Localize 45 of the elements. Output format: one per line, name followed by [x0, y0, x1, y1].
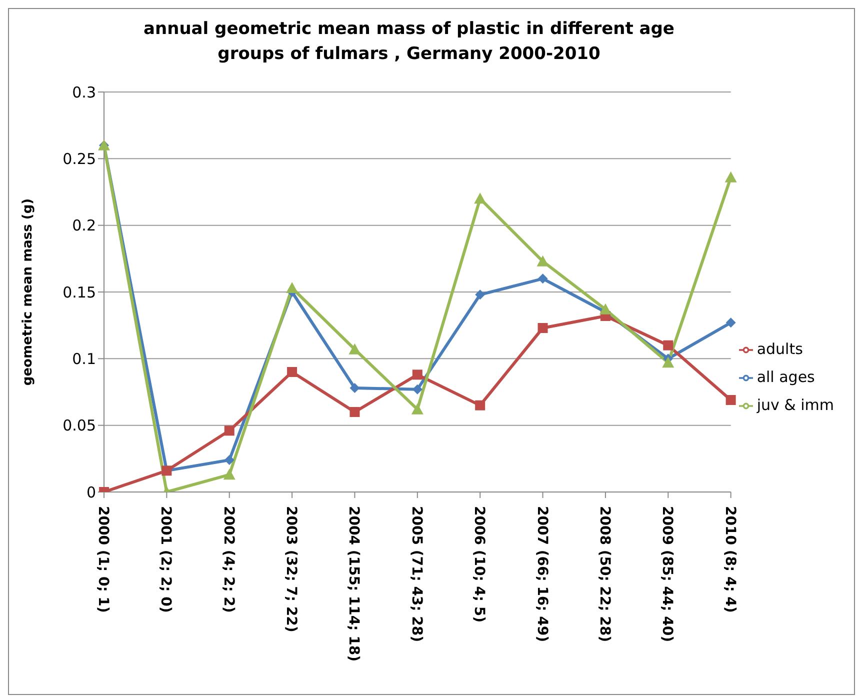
y-tick-label: 0.1 [72, 350, 96, 368]
x-tick-label: 2006 (10; 4; 5) [471, 506, 488, 623]
chart-title: annual geometric mean mass of plastic in different age groups of fulmars , Germany 2000-2010 [142, 18, 676, 66]
point [474, 192, 486, 204]
x-tick-label: 2009 (85; 44; 40) [659, 506, 676, 642]
legend-label: adults [756, 340, 803, 358]
point [599, 303, 612, 314]
legend-label: juv & imm [756, 396, 834, 414]
x-tick-label: 2007 (66; 16; 49) [534, 506, 550, 642]
y-tick-label: 0 [86, 483, 96, 502]
point [475, 400, 486, 410]
x-tick-label: 2010 (8; 4; 4) [722, 506, 738, 613]
point [724, 171, 737, 182]
point [412, 370, 422, 380]
y-tick-label: 0.15 [62, 283, 96, 302]
point [412, 384, 422, 394]
x-tick-label: 2000 (1; 0; 1) [95, 506, 111, 613]
x-tick-label: 2003 (32; 7; 22) [283, 506, 300, 632]
y-tick-label: 0.2 [72, 216, 96, 235]
point [663, 340, 674, 350]
x-tick-label: 2005 (71; 43; 28) [408, 506, 424, 642]
point [411, 403, 424, 414]
point [223, 468, 236, 480]
point [538, 323, 548, 333]
x-tick-label: 2002 (4; 2; 2) [220, 506, 236, 613]
y-tick-label: 0.05 [62, 416, 96, 435]
legend-label: all ages [756, 368, 815, 386]
point [286, 282, 298, 293]
point [662, 356, 674, 368]
x-tick-label: 2008 (50; 22; 28) [596, 506, 612, 642]
x-tick-label: 2004 (155; 114; 18) [346, 506, 362, 662]
x-tick-label: 2001 (2; 2; 0) [158, 506, 174, 613]
y-tick-label: 0.3 [72, 83, 96, 102]
point [287, 367, 298, 377]
point [348, 343, 361, 354]
point [350, 407, 360, 417]
point [224, 455, 234, 465]
y-axis-title: geometric mean mass (g) [20, 198, 36, 386]
point [224, 426, 234, 436]
point [350, 383, 360, 393]
point [726, 318, 736, 328]
y-tick-label: 0.25 [62, 150, 96, 168]
point [726, 395, 736, 405]
point [538, 274, 548, 284]
point [475, 290, 486, 300]
